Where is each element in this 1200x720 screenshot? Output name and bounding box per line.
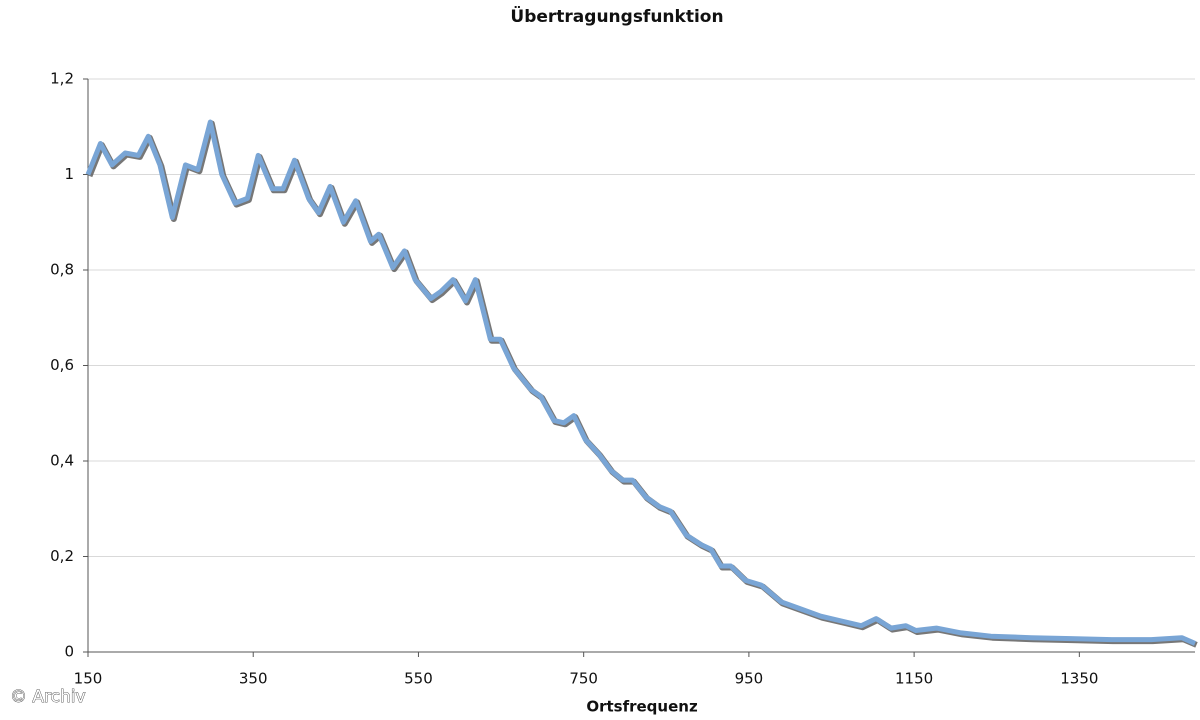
y-tick-label: 1 xyxy=(64,165,74,183)
watermark: © Archiv xyxy=(10,687,86,707)
x-tick-label: 1150 xyxy=(895,670,933,688)
x-tick-label: 750 xyxy=(569,670,598,688)
y-tick-label: 0 xyxy=(64,643,74,661)
x-tick-label: 550 xyxy=(404,670,433,688)
y-tick-label: 0,2 xyxy=(50,547,74,565)
x-tick-label: 950 xyxy=(735,670,764,688)
y-tick-label: 0,4 xyxy=(50,452,74,470)
x-tick-label: 350 xyxy=(239,670,268,688)
y-tick-label: 0,8 xyxy=(50,261,74,279)
x-tick-label: 150 xyxy=(74,670,103,688)
chart-title: Übertragungsfunktion xyxy=(510,5,723,27)
y-tick-label: 0,6 xyxy=(50,356,74,374)
data-line xyxy=(85,119,1196,646)
line-shadow xyxy=(86,120,1198,648)
y-tick-label: 1,2 xyxy=(50,70,74,88)
x-axis-label: Ortsfrequenz xyxy=(586,698,698,716)
x-tick-label: 1350 xyxy=(1060,670,1098,688)
